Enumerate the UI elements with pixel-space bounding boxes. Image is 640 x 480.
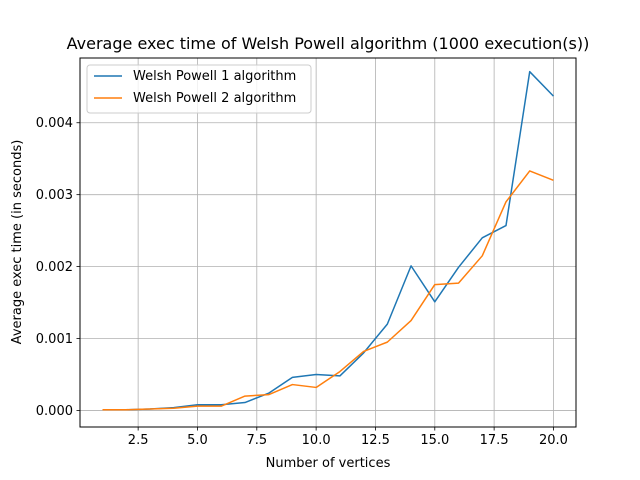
x-tick-label: 15.0 xyxy=(420,433,449,448)
y-tick-label: 0.002 xyxy=(36,260,73,275)
x-tick-label: 2.5 xyxy=(128,433,149,448)
x-tick-label: 7.5 xyxy=(246,433,267,448)
series-layer xyxy=(102,70,554,411)
x-tick-label: 17.5 xyxy=(480,433,509,448)
legend-box xyxy=(86,64,312,114)
y-axis-ticks: 0.000 0.001 0.002 0.003 0.004 xyxy=(36,116,80,419)
y-tick-label: 0.001 xyxy=(36,332,73,347)
legend-label-series-1: Welsh Powell 1 algorithm xyxy=(133,69,296,84)
series-line-1 xyxy=(102,70,554,411)
legend: Welsh Powell 1 algorithm Welsh Powell 2 … xyxy=(86,64,312,114)
chart-title: Average exec time of Welsh Powell algori… xyxy=(67,34,590,53)
y-axis-label: Average exec time (in seconds) xyxy=(10,140,25,345)
x-tick-label: 5.0 xyxy=(187,433,208,448)
x-tick-label: 12.5 xyxy=(361,433,390,448)
x-tick-label: 20.0 xyxy=(539,433,568,448)
y-tick-label: 0.000 xyxy=(36,404,73,419)
series-line-2 xyxy=(102,170,554,411)
x-tick-label: 10.0 xyxy=(302,433,331,448)
legend-label-series-2: Welsh Powell 2 algorithm xyxy=(133,91,296,106)
x-axis-ticks: 2.5 5.0 7.5 10.0 12.5 15.0 17.5 20.0 xyxy=(128,427,568,448)
grid-lines xyxy=(80,58,576,427)
y-tick-label: 0.003 xyxy=(36,188,73,203)
y-tick-label: 0.004 xyxy=(36,116,73,131)
plot-frame xyxy=(79,57,577,428)
x-axis-label: Number of vertices xyxy=(266,456,391,471)
